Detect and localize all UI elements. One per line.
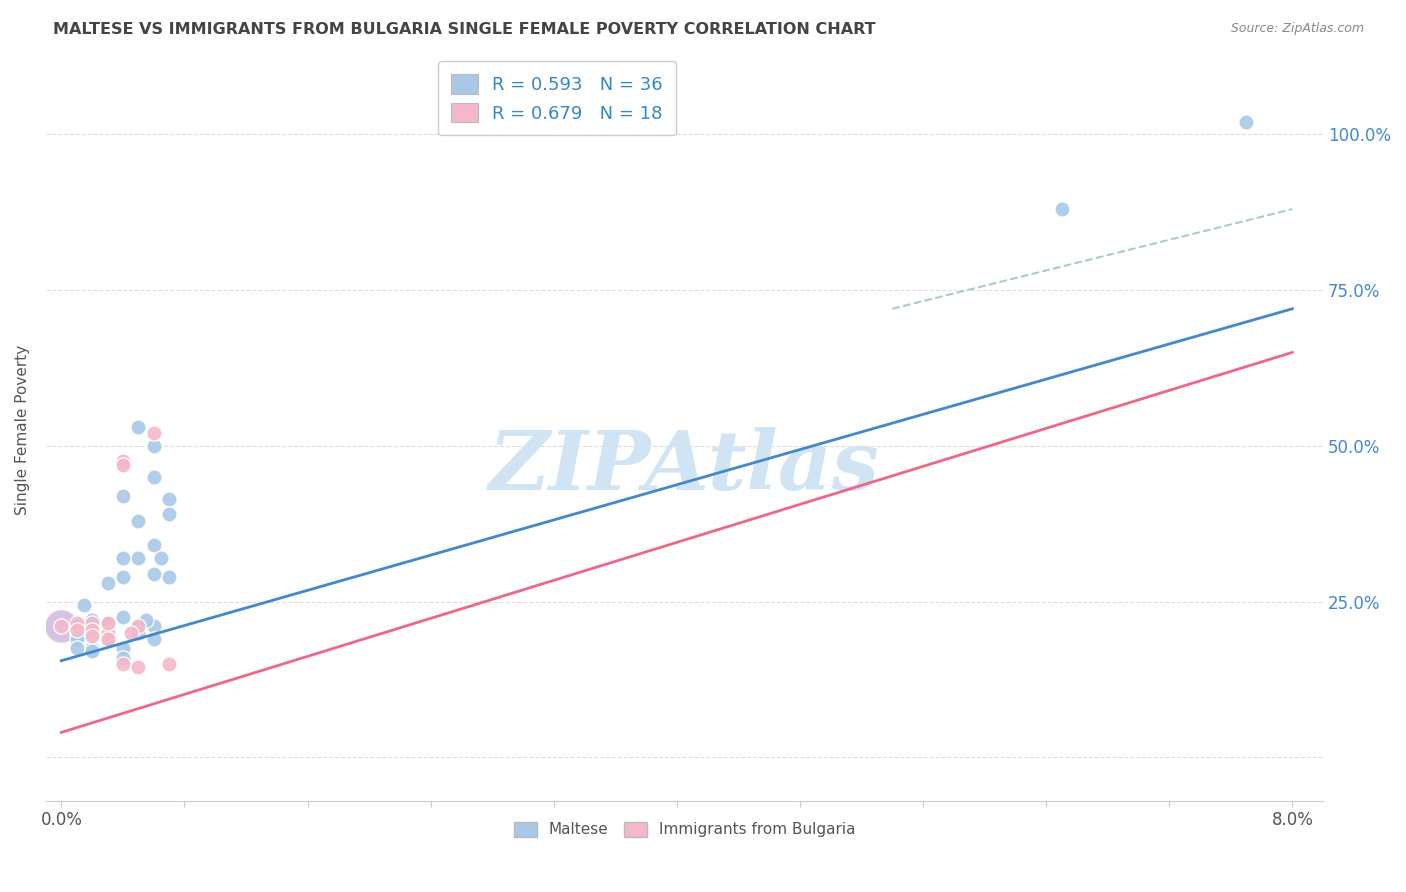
Point [127, 514, 149, 528]
Point [111, 641, 134, 656]
Point [142, 439, 165, 453]
Y-axis label: Single Female Poverty: Single Female Poverty [15, 345, 30, 516]
Point [96, 632, 118, 646]
Point [82, 644, 104, 658]
Legend: Maltese, Immigrants from Bulgaria: Maltese, Immigrants from Bulgaria [506, 814, 863, 845]
Point [127, 619, 149, 633]
Point [111, 454, 134, 468]
Point [96, 616, 118, 631]
Point [142, 470, 165, 484]
Point [127, 619, 149, 633]
Point [66, 623, 89, 637]
Point [111, 458, 134, 472]
Point [127, 420, 149, 434]
Point [111, 489, 134, 503]
Point [66, 625, 89, 640]
Point [157, 508, 180, 522]
Point [111, 657, 134, 671]
Point [111, 550, 134, 565]
Point [142, 632, 165, 646]
Point [157, 569, 180, 583]
Point [66, 616, 89, 631]
Point [96, 625, 118, 640]
Point [111, 569, 134, 583]
Point [120, 625, 142, 640]
Point [157, 657, 180, 671]
Point [127, 550, 149, 565]
Point [142, 539, 165, 553]
Point [66, 632, 89, 646]
Point [82, 625, 104, 640]
Point [111, 610, 134, 624]
Point [66, 619, 89, 633]
Point [96, 616, 118, 631]
Point [66, 641, 89, 656]
Point [142, 566, 165, 581]
Text: MALTESE VS IMMIGRANTS FROM BULGARIA SINGLE FEMALE POVERTY CORRELATION CHART: MALTESE VS IMMIGRANTS FROM BULGARIA SING… [53, 22, 876, 37]
Point [96, 616, 118, 631]
Text: Source: ZipAtlas.com: Source: ZipAtlas.com [1230, 22, 1364, 36]
Point [150, 550, 173, 565]
Point [111, 650, 134, 665]
Point [82, 629, 104, 643]
Point [127, 625, 149, 640]
Point [82, 641, 104, 656]
Point [96, 575, 118, 590]
Point [82, 616, 104, 631]
Point [82, 613, 104, 627]
Point [157, 491, 180, 506]
Point [73, 598, 96, 612]
Point [51, 619, 73, 633]
Point [135, 613, 157, 627]
Point [96, 632, 118, 646]
Point [1234, 115, 1257, 129]
Point [1050, 202, 1073, 216]
Point [51, 619, 73, 633]
Point [82, 623, 104, 637]
Point [127, 660, 149, 674]
Text: ZIPAtlas: ZIPAtlas [489, 427, 880, 508]
Point [142, 426, 165, 441]
Point [142, 619, 165, 633]
